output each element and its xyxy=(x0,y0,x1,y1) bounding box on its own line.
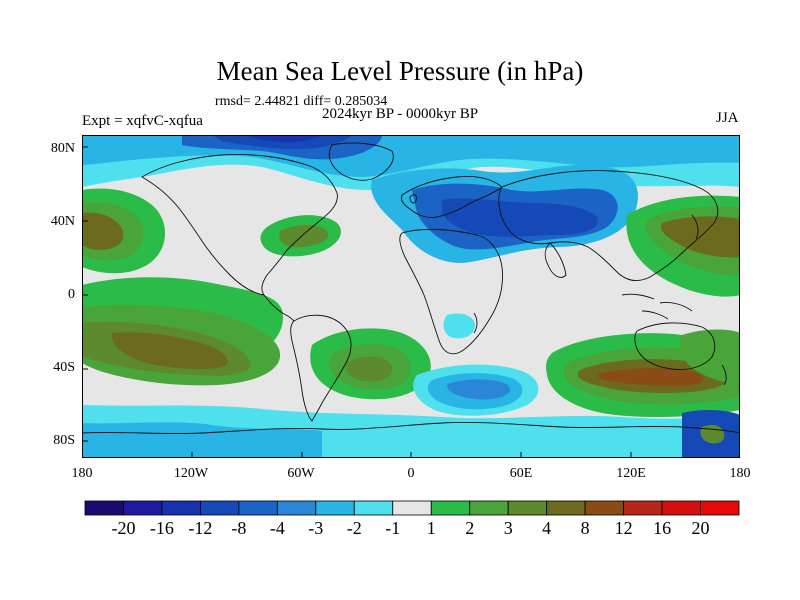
coast-uk xyxy=(409,194,417,204)
natl-high-core xyxy=(279,225,329,248)
experiment-label: Expt = xqfvC-xqfua xyxy=(82,113,203,129)
colorbar-label: -12 xyxy=(188,518,213,538)
coast-north-america xyxy=(141,154,338,296)
antarctic-low-patches xyxy=(82,422,322,458)
x-tick-label-0: 0 xyxy=(407,466,415,481)
coast-central-america xyxy=(263,294,295,322)
y-tick-label-80n: 80N xyxy=(50,141,75,156)
colorbar-swatch xyxy=(430,500,471,516)
period-text: 2024kyr BP - 0000kyr BP xyxy=(322,106,479,122)
x-tick-label-120e: 120E xyxy=(616,466,646,481)
colorbar-swatch xyxy=(584,500,624,516)
colorbar-swatch xyxy=(700,500,740,516)
colorbar-swatch xyxy=(353,500,394,516)
npac-high-core xyxy=(82,212,124,250)
colorbar-swatch xyxy=(315,500,355,516)
colorbar-label: -2 xyxy=(346,518,362,538)
season-label: JJA xyxy=(716,110,739,126)
y-tick-label-0: 0 xyxy=(68,287,75,302)
mada-low xyxy=(443,313,475,339)
coast-madagascar xyxy=(473,312,478,334)
colorbar-label: 12 xyxy=(614,518,633,538)
pressure-map xyxy=(82,135,740,458)
y-tick-label-80s: 80S xyxy=(53,433,75,448)
colorbar-label: -1 xyxy=(385,518,401,538)
colorbar-label: -20 xyxy=(111,518,136,538)
coast-india xyxy=(544,242,567,278)
coast-africa xyxy=(399,228,503,355)
coast-asia xyxy=(498,170,719,281)
colorbar-swatch xyxy=(84,500,124,516)
satl-high-core xyxy=(345,356,393,382)
asia-low-core xyxy=(442,198,598,237)
colorbar-label: 1 xyxy=(426,518,436,538)
colorbar-swatch xyxy=(238,500,278,516)
x-tick-label-120w: 120W xyxy=(173,466,209,481)
colorbar-swatch xyxy=(507,500,548,516)
coast-europe xyxy=(401,176,503,218)
x-tick-label-60w: 60W xyxy=(287,466,315,481)
colorbar-label: -4 xyxy=(269,518,285,538)
colorbar-swatch xyxy=(161,500,201,516)
colorbar xyxy=(84,500,740,516)
x-tick-label-180e: 180 xyxy=(729,466,751,481)
colorbar-label: 2 xyxy=(465,518,475,538)
coast-south-america xyxy=(290,314,352,422)
colorbar-label: 8 xyxy=(580,518,590,538)
north-deep-low-inner xyxy=(247,135,322,143)
stats-text: rmsd= 2.44821 diff= 0.285034 xyxy=(215,94,388,109)
colorbar-swatch xyxy=(546,500,586,516)
colorbar-swatch xyxy=(469,500,509,516)
colorbar-label: 16 xyxy=(653,518,672,538)
coast-antarctica xyxy=(82,422,740,435)
x-tick-label-60e: 60E xyxy=(509,466,533,481)
y-tick-label-40n: 40N xyxy=(50,214,75,229)
map-ticks xyxy=(82,146,632,458)
coastlines xyxy=(82,142,740,435)
spac-high-core xyxy=(111,332,228,370)
colorbar-swatch xyxy=(392,500,432,516)
colorbar-label: 3 xyxy=(503,518,513,538)
so-low-atl-core xyxy=(447,379,511,400)
coast-new-zealand xyxy=(721,364,727,386)
coast-greenland xyxy=(328,142,394,181)
colorbar-swatch xyxy=(200,500,240,516)
colorbar-label: -3 xyxy=(308,518,324,538)
colorbar-label: 20 xyxy=(691,518,710,538)
colorbar-label: -16 xyxy=(149,518,174,538)
colorbar-label: 4 xyxy=(542,518,552,538)
y-tick-label-40s: 40S xyxy=(53,360,75,375)
colorbar-label: -8 xyxy=(231,518,247,538)
sind-high-inner xyxy=(597,368,704,386)
colorbar-swatch xyxy=(123,500,163,516)
x-tick-label-180w: 180 xyxy=(71,466,93,481)
colorbar-swatch xyxy=(276,500,317,516)
coast-indonesia xyxy=(621,293,693,320)
coast-australia xyxy=(634,322,716,370)
colorbar-swatch xyxy=(623,500,663,516)
colorbar-swatch xyxy=(661,500,701,516)
plot-title: Mean Sea Level Pressure (in hPa) xyxy=(216,56,584,86)
coast-japan xyxy=(691,214,699,240)
